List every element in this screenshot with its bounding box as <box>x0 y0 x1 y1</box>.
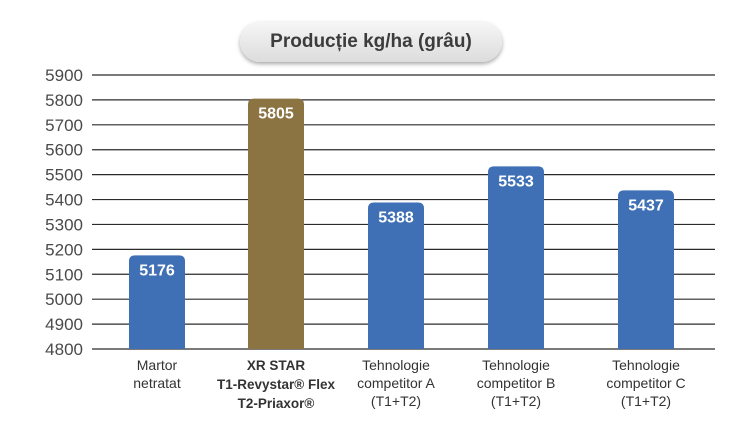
bar <box>618 190 674 349</box>
bar-value-label: 5437 <box>628 197 664 214</box>
y-tick-label: 5700 <box>45 116 83 135</box>
y-tick-label: 5200 <box>45 240 83 259</box>
x-category-label: Tehnologie <box>362 357 430 373</box>
x-category-label: Tehnologie <box>482 357 550 373</box>
y-tick-label: 5800 <box>45 91 83 110</box>
bar <box>248 98 304 349</box>
y-tick-label: 5600 <box>45 141 83 160</box>
x-category-label: XR STAR <box>247 358 306 373</box>
bar-value-label: 5176 <box>139 262 175 279</box>
x-category-label: T1-Revystar® Flex <box>217 377 335 392</box>
y-tick-label: 5900 <box>45 66 83 85</box>
chart-title: Producție kg/ha (grâu) <box>240 22 502 62</box>
x-category-label: competitor C <box>606 375 685 391</box>
bar <box>488 166 544 349</box>
x-category-label: netratat <box>133 375 181 391</box>
y-tick-label: 5400 <box>45 191 83 210</box>
bar <box>368 202 424 349</box>
bar-value-label: 5388 <box>378 210 414 227</box>
bar-value-label: 5805 <box>258 106 294 123</box>
x-category-label: Tehnologie <box>612 357 680 373</box>
x-category-label: competitor A <box>357 375 435 391</box>
bar-value-label: 5533 <box>498 173 534 190</box>
y-tick-label: 4800 <box>45 340 83 359</box>
y-tick-label: 5500 <box>45 166 83 185</box>
y-tick-label: 5300 <box>45 215 83 234</box>
x-category-label: (T1+T2) <box>491 393 541 409</box>
x-category-label: Martor <box>137 357 178 373</box>
x-category-label: (T1+T2) <box>621 393 671 409</box>
x-category-label: competitor B <box>477 375 556 391</box>
x-category-label: (T1+T2) <box>371 393 421 409</box>
x-category-label: T2-Priaxor® <box>238 396 315 411</box>
y-tick-label: 4900 <box>45 315 83 334</box>
y-tick-label: 5100 <box>45 265 83 284</box>
y-tick-label: 5000 <box>45 290 83 309</box>
bar <box>129 255 185 349</box>
